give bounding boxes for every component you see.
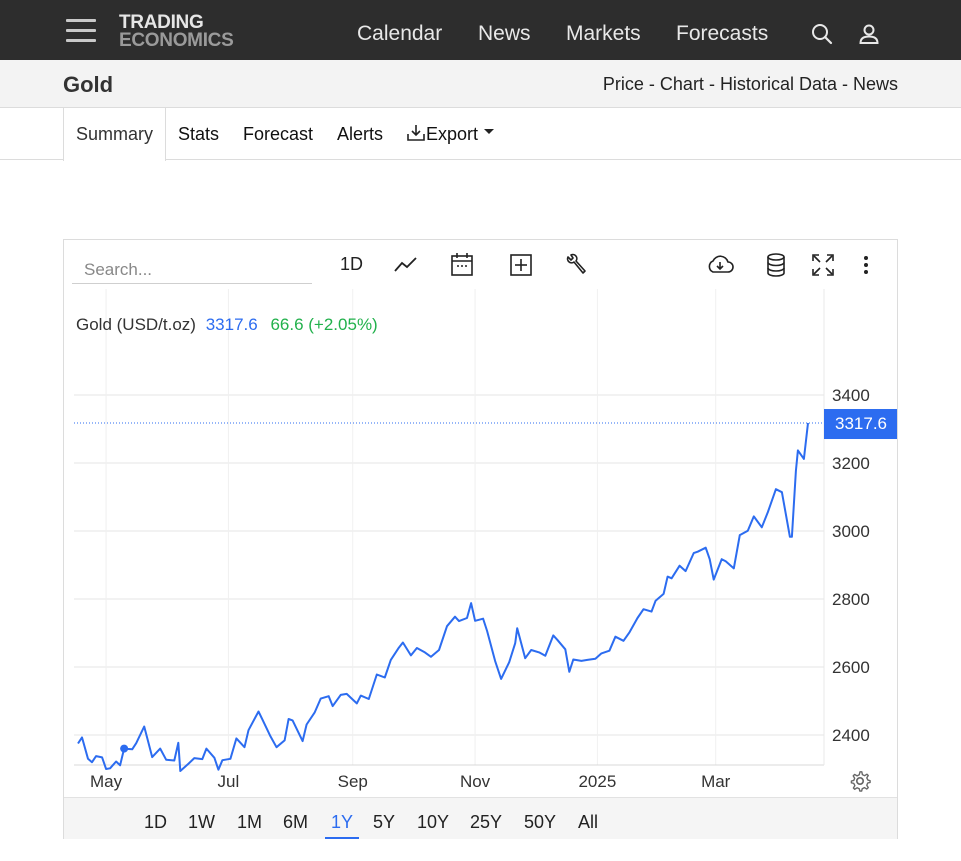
range-25y[interactable]: 25Y (470, 812, 503, 832)
link-news[interactable]: News (852, 74, 898, 94)
series-marker (120, 744, 129, 753)
legend-change: 66.6 (+2.05%) (270, 315, 377, 334)
y-tick-label: 3000 (832, 522, 870, 541)
series-line-gold (77, 422, 809, 772)
site-logo[interactable]: TRADING ECONOMICS (119, 12, 234, 51)
database-icon[interactable] (765, 252, 787, 278)
legend: Gold (USD/t.oz) 3317.6 66.6 (+2.05%) (76, 315, 378, 334)
logo-line2: ECONOMICS (119, 30, 234, 51)
tab-alerts[interactable]: Alerts (337, 124, 384, 144)
instrument-header: Gold Price - Chart - Historical Data - N… (0, 60, 961, 108)
link-separator: - (836, 74, 853, 94)
range-10y[interactable]: 10Y (417, 812, 450, 832)
last-price-label: 3317.6 (835, 414, 887, 433)
link-price[interactable]: Price (602, 74, 644, 94)
x-tick-label: Mar (701, 772, 731, 791)
tab-stats[interactable]: Stats (178, 124, 220, 144)
price-chart[interactable]: Gold (USD/t.oz) 3317.6 66.6 (+2.05%) 240… (64, 277, 897, 797)
range-1m[interactable]: 1M (237, 812, 263, 832)
nav-markets[interactable]: Markets (566, 22, 641, 45)
download-cloud-icon[interactable] (705, 252, 735, 278)
y-tick-label: 2800 (832, 590, 870, 609)
range-1w[interactable]: 1W (188, 812, 215, 832)
hamburger-menu-icon[interactable] (66, 19, 96, 43)
download-icon (407, 125, 425, 141)
link-chart[interactable]: Chart (659, 74, 704, 94)
y-tick-label: 2600 (832, 658, 870, 677)
y-tick-label: 3200 (832, 454, 870, 473)
x-tick-label: Nov (460, 772, 491, 791)
range-all[interactable]: All (578, 812, 599, 832)
tab-forecast[interactable]: Forecast (243, 124, 314, 144)
x-tick-label: Sep (338, 772, 368, 791)
nav-forecasts[interactable]: Forecasts (676, 22, 769, 45)
range-5y[interactable]: 5Y (373, 812, 396, 832)
export-dropdown[interactable]: Export (406, 108, 495, 160)
tab-summary[interactable]: Summary (63, 108, 167, 161)
fullscreen-icon[interactable] (811, 252, 835, 278)
caret-down-icon (484, 129, 495, 134)
wrench-icon[interactable] (564, 252, 588, 278)
link-historical-data[interactable]: Historical Data (719, 74, 837, 94)
export-label: Export (426, 124, 479, 144)
y-tick-label: 2400 (832, 726, 870, 745)
page-title: Gold (63, 72, 114, 97)
range-1d[interactable]: 1D (144, 812, 168, 832)
interval-selector[interactable]: 1D (340, 254, 364, 274)
more-vertical-icon[interactable] (860, 252, 872, 278)
calendar-icon[interactable] (450, 252, 474, 278)
range-6m[interactable]: 6M (283, 812, 309, 832)
y-tick-label: 3400 (832, 386, 870, 405)
nav-news[interactable]: News (478, 22, 531, 45)
tab-bar: Summary Stats Forecast Alerts Export (0, 108, 961, 161)
range-1y[interactable]: 1Y (325, 812, 360, 839)
line-chart-icon[interactable] (393, 252, 419, 278)
legend-price: 3317.6 (206, 315, 258, 334)
chart-settings-gear-icon[interactable] (850, 771, 871, 792)
search-icon[interactable] (810, 22, 834, 46)
range-selector-bar: 1D 1W 1M 6M 1Y 5Y 10Y 25Y 50Y All (64, 797, 897, 839)
link-separator: - (643, 74, 660, 94)
user-icon[interactable] (857, 22, 881, 46)
x-tick-label: May (90, 772, 123, 791)
link-separator: - (703, 74, 720, 94)
x-tick-label: Jul (218, 772, 240, 791)
logo-line1: TRADING (119, 12, 204, 33)
nav-calendar[interactable]: Calendar (357, 22, 443, 45)
symbol-search-input[interactable]: Search... (72, 256, 312, 284)
last-price-badge: 3317.6 (824, 409, 897, 440)
instrument-links: Price - Chart - Historical Data - News (603, 74, 898, 95)
range-50y[interactable]: 50Y (524, 812, 557, 832)
x-tick-label: 2025 (578, 772, 616, 791)
top-navbar: TRADING ECONOMICS Calendar News Markets … (0, 0, 961, 60)
add-indicator-icon[interactable] (509, 252, 533, 278)
chart-widget: Search... 1D Gold (USD/t.oz) 3317 (63, 239, 898, 839)
legend-name: Gold (USD/t.oz) (76, 315, 196, 334)
